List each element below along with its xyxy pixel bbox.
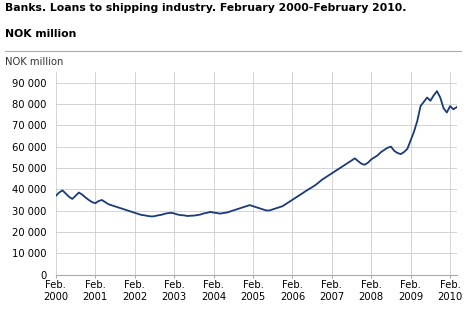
Text: Banks. Loans to shipping industry. February 2000-February 2010.: Banks. Loans to shipping industry. Febru… (5, 3, 406, 13)
Text: NOK million: NOK million (5, 57, 63, 67)
Text: NOK million: NOK million (5, 29, 76, 40)
